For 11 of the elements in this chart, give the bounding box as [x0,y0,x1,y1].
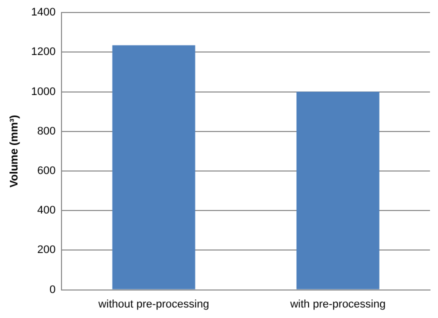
x-tick-label: without pre-processing [97,298,210,310]
y-tick-label: 800 [37,125,56,138]
y-tick-label: 200 [37,244,56,256]
y-axis-title: Volume (mm³) [8,114,21,188]
y-tick-label: 600 [37,165,56,178]
y-tick-label: 0 [50,284,56,296]
x-tick-label: with pre-processing [289,298,386,310]
y-tick-label: 1000 [31,86,56,98]
y-tick-label: 400 [37,204,56,217]
y-tick-label: 1400 [31,6,56,19]
y-tick-label: 1200 [31,46,56,58]
